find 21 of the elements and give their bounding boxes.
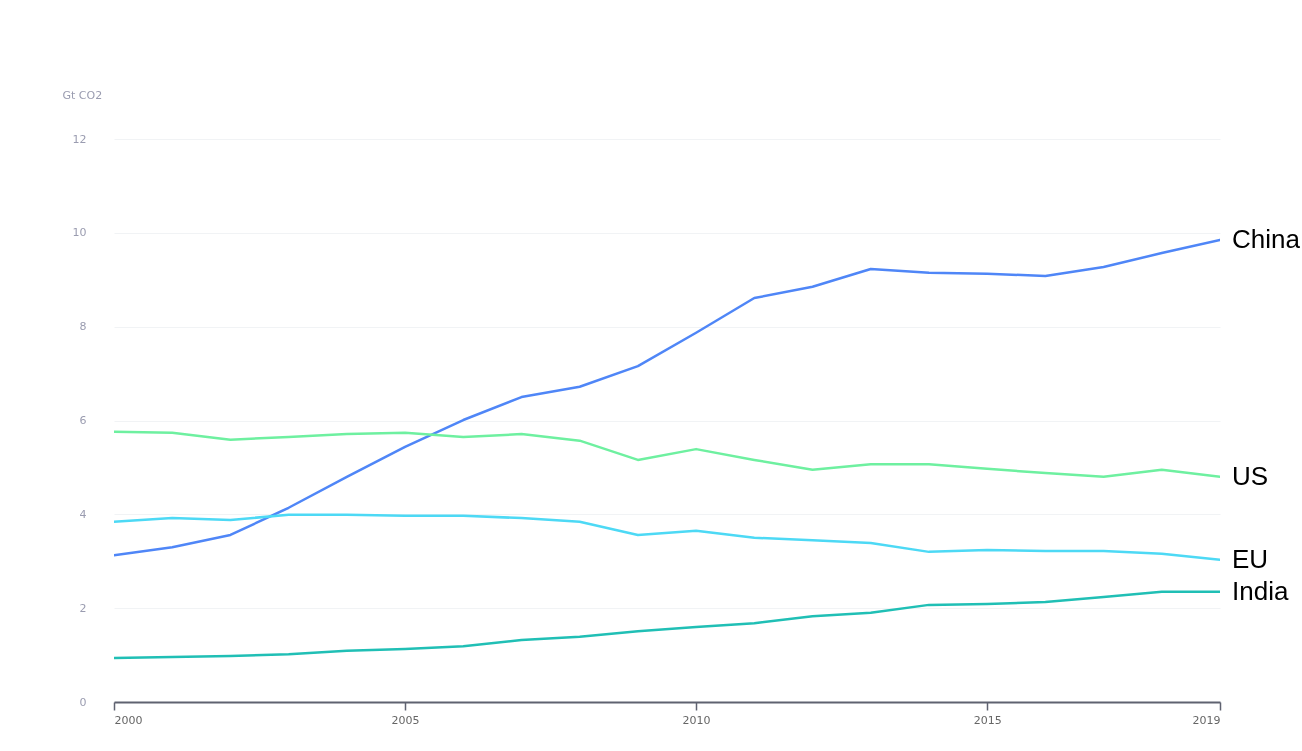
series-label: EU (1232, 543, 1269, 574)
y-tick-label: 8 (79, 320, 87, 334)
y-tick-label: 0 (79, 695, 87, 709)
y-tick-label: 12 (72, 132, 87, 146)
x-tick-label: 2019 (1192, 713, 1221, 727)
y-tick-label: 6 (79, 414, 87, 427)
line-series (114, 238, 1220, 557)
y-tick-label: 4 (79, 507, 87, 521)
series-label: US (1232, 460, 1269, 491)
series-label: China (1232, 223, 1301, 254)
x-tick-label: 2005 (391, 713, 420, 727)
series-label: India (1232, 575, 1289, 606)
line-series (114, 590, 1220, 660)
y-tick-label: 10 (72, 226, 87, 240)
line-series (114, 513, 1220, 562)
x-tick-label: 2000 (114, 713, 143, 727)
x-tick-label: 2010 (682, 713, 711, 727)
line-series (114, 430, 1220, 479)
y-axis-title: Gt CO2 (62, 88, 103, 102)
y-tick-label: 2 (79, 601, 87, 615)
x-tick-label: 2015 (973, 713, 1002, 727)
